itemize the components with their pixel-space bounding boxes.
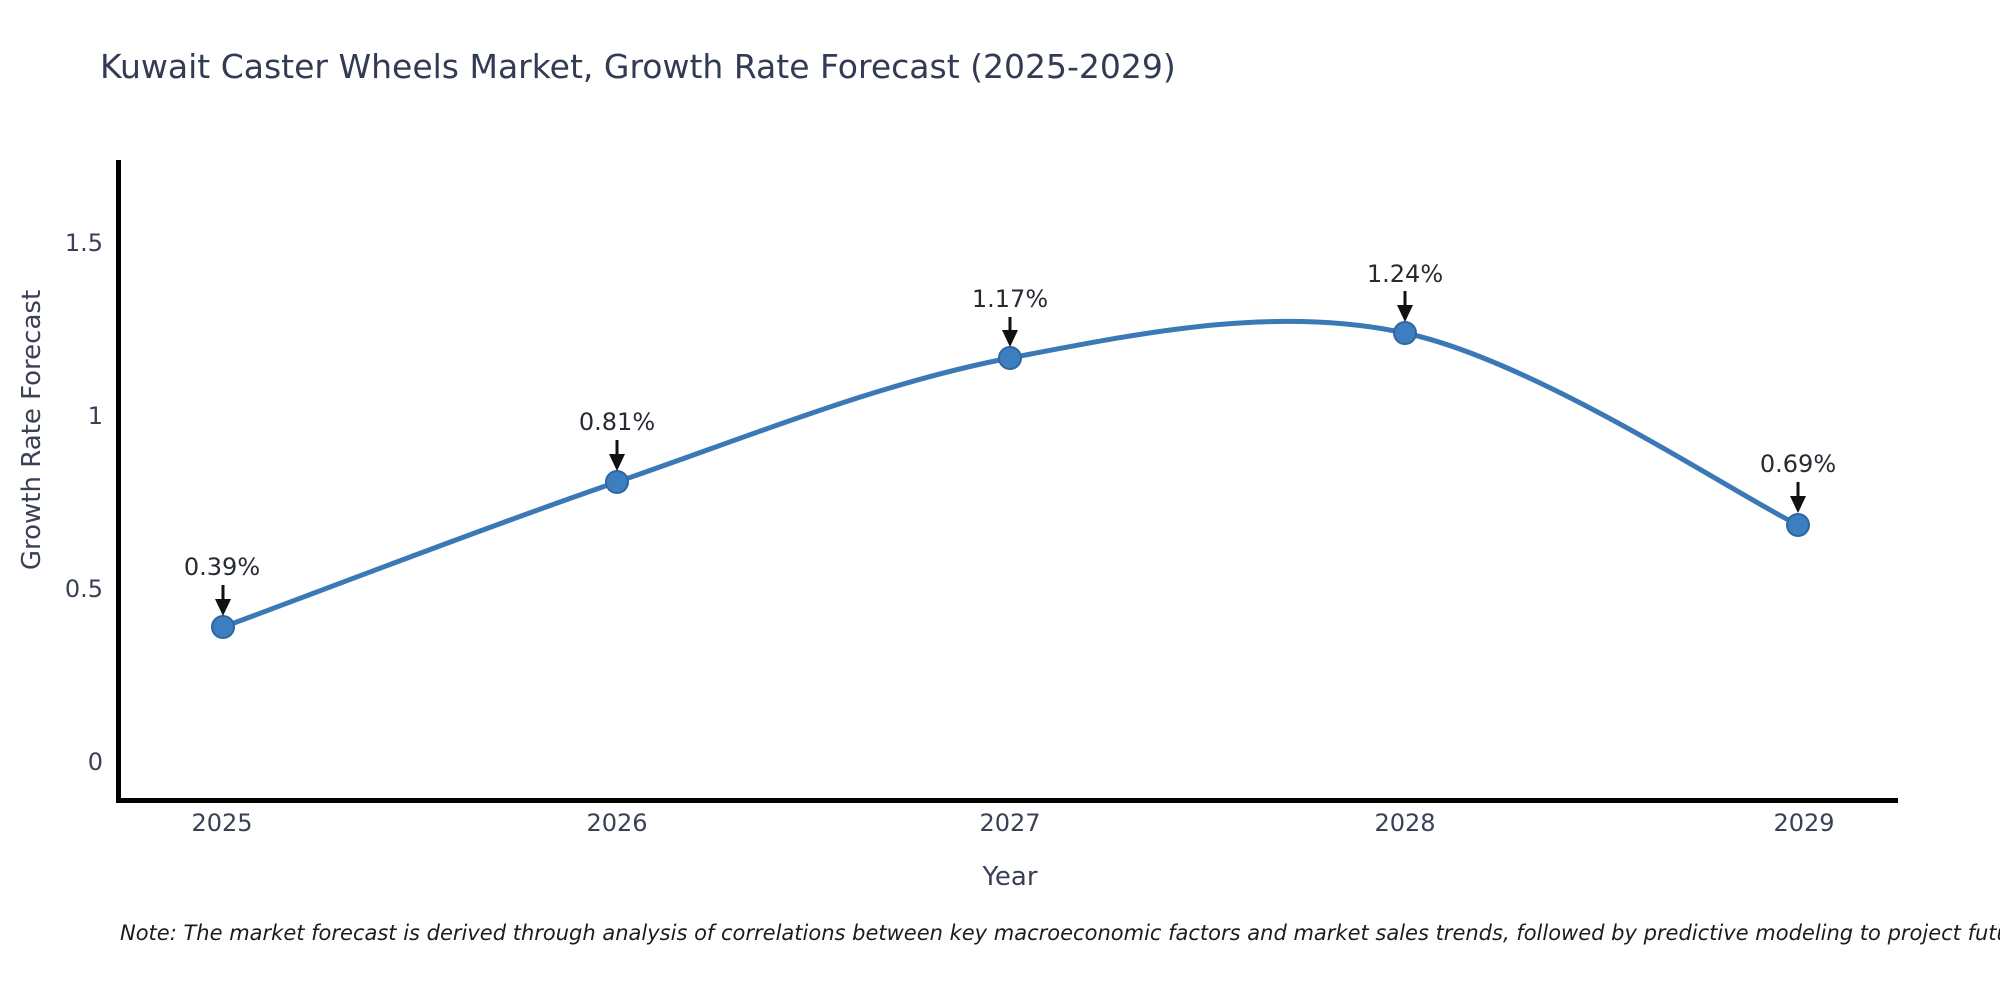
annotation-label-2028: 1.24% [1366, 260, 1444, 288]
y-tick-0: 0 [87, 748, 103, 776]
y-tick-1: 1 [87, 402, 103, 430]
data-point-marker-2028 [1393, 321, 1417, 345]
data-point-marker-2029 [1786, 513, 1810, 537]
y-tick-0-5: 0.5 [64, 575, 103, 603]
footnote: Note: The market forecast is derived thr… [120, 921, 2000, 945]
annotation-arrow-2025 [215, 585, 231, 616]
annotation-arrow-2029 [1790, 482, 1806, 513]
data-point-marker-2025 [211, 615, 235, 639]
annotation-arrow-2028 [1397, 291, 1413, 322]
x-tick-2027: 2027 [979, 809, 1041, 837]
annotation-label-2029: 0.69% [1759, 450, 1837, 478]
y-tick-1-5: 1.5 [64, 229, 103, 257]
data-point-marker-2027 [998, 346, 1022, 370]
annotation-label-2027: 1.17% [971, 285, 1049, 313]
y-axis-title: Growth Rate Forecast [17, 289, 47, 571]
x-axis-spine [116, 798, 1898, 803]
x-tick-2025: 2025 [191, 809, 253, 837]
x-axis-title: Year [982, 862, 1038, 892]
annotation-label-2026: 0.81% [578, 408, 656, 436]
annotation-arrow-2027 [1002, 317, 1018, 347]
annotation-arrow-2026 [609, 440, 625, 471]
annotation-label-2025: 0.39% [183, 553, 261, 581]
y-axis-spine [116, 160, 121, 803]
x-tick-2026: 2026 [586, 809, 648, 837]
x-tick-2028: 2028 [1374, 809, 1436, 837]
chart-title: Kuwait Caster Wheels Market, Growth Rate… [100, 47, 1176, 86]
data-point-marker-2026 [605, 470, 629, 494]
x-tick-2029: 2029 [1773, 809, 1835, 837]
